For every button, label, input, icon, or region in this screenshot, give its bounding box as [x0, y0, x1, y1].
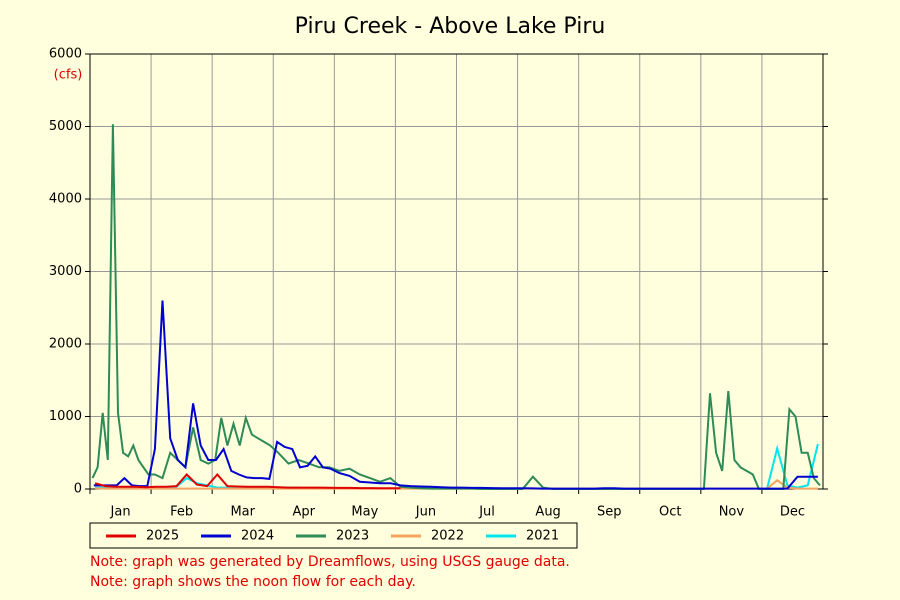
y-tick-label: 0 — [74, 482, 82, 497]
x-tick-label: Oct — [659, 505, 681, 520]
x-tick-label: Jul — [478, 505, 495, 520]
x-tick-label: Feb — [170, 505, 193, 520]
y-tick-label: 5000 — [49, 119, 82, 134]
series-line — [94, 472, 401, 490]
legend-label: 2024 — [241, 529, 274, 544]
y-tick-label: 1000 — [49, 409, 82, 424]
legend-label: 2025 — [146, 529, 179, 544]
x-tick-label: Nov — [719, 505, 745, 520]
y-tick-label: 4000 — [49, 192, 82, 207]
x-tick-label: May — [351, 505, 378, 520]
x-tick-label: Jan — [110, 505, 131, 520]
legend-label: 2022 — [431, 529, 464, 544]
y-tick-label: 2000 — [49, 337, 82, 352]
chart-title: Piru Creek - Above Lake Piru — [295, 14, 606, 39]
legend-label: 2023 — [336, 529, 369, 544]
series-line — [766, 443, 819, 490]
x-tick-label: Sep — [597, 505, 622, 520]
legend-box — [89, 522, 578, 549]
y-tick-label: 6000 — [49, 47, 82, 62]
legend-label: 2021 — [526, 529, 559, 544]
series-line — [93, 300, 818, 490]
y-tick-label: 3000 — [49, 264, 82, 279]
note: Note: graph shows the noon flow for each… — [90, 574, 416, 590]
x-tick-label: Aug — [535, 505, 560, 520]
x-tick-label: Jun — [415, 505, 436, 520]
y-unit: (cfs) — [54, 68, 83, 83]
x-tick-label: Apr — [293, 505, 316, 520]
x-tick-label: Dec — [780, 505, 805, 520]
x-tick-label: Mar — [230, 505, 255, 520]
note: Note: graph was generated by Dreamflows,… — [90, 554, 570, 570]
